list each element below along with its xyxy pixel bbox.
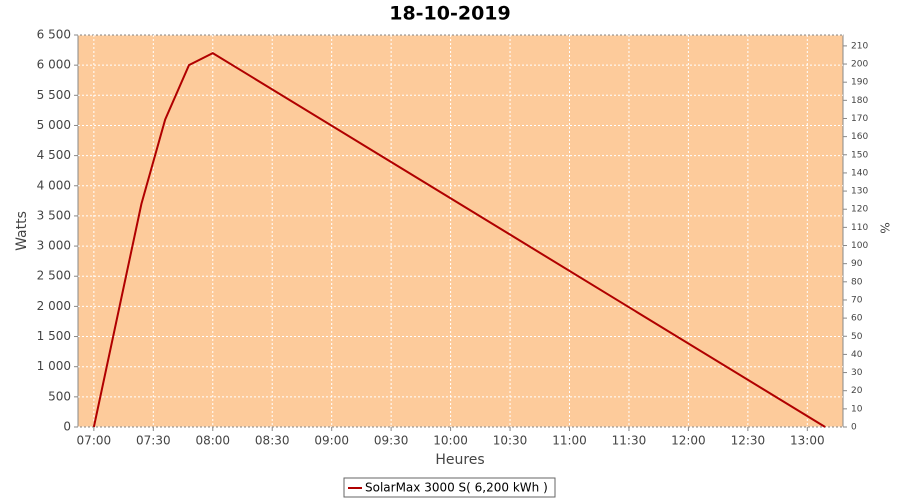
x-tick-label: 08:00 <box>195 434 230 448</box>
x-tick-label: 10:00 <box>433 434 468 448</box>
x-tick-label: 12:00 <box>671 434 706 448</box>
legend <box>343 477 556 498</box>
chart-title: 18-10-2019 <box>389 3 511 25</box>
y-tick-label: 3 500 <box>37 208 71 222</box>
y2-tick-label: 90 <box>851 259 863 269</box>
y2-tick-label: 80 <box>851 277 863 287</box>
y2-tick-label: 100 <box>851 241 868 251</box>
y-tick-label: 4 000 <box>37 178 71 192</box>
y-tick-label: 1 000 <box>37 359 71 373</box>
y-tick-label: 6 000 <box>37 58 71 72</box>
x-tick-label: 07:30 <box>136 434 171 448</box>
series-line <box>92 51 826 428</box>
y2-tick-label: 150 <box>851 150 868 160</box>
y2-tick-label: 60 <box>851 314 863 324</box>
y-axis-label: Watts <box>14 211 30 251</box>
x-tick-label: 10:30 <box>493 434 528 448</box>
x-axis-label: Heures <box>435 452 484 468</box>
y2-tick-label: 20 <box>851 386 863 396</box>
y-tick-label: 5 500 <box>37 88 71 102</box>
y-tick-label: 6 500 <box>37 28 71 42</box>
x-tick-label: 07:00 <box>77 434 112 448</box>
x-tick-label: 13:00 <box>790 434 825 448</box>
y-tick-label: 3 000 <box>37 239 71 253</box>
y2-tick-label: 210 <box>851 41 868 51</box>
x-tick-label: 11:30 <box>612 434 647 448</box>
y2-tick-label: 0 <box>851 423 857 433</box>
x-tick-label: 08:30 <box>255 434 290 448</box>
y2-tick-label: 140 <box>851 168 868 178</box>
y2-tick-label: 160 <box>851 132 868 142</box>
y2-tick-label: 50 <box>851 332 863 342</box>
y-tick-label: 5 000 <box>37 118 71 132</box>
y-tick-label: 500 <box>48 389 71 403</box>
y2-tick-label: 70 <box>851 295 863 305</box>
y2-axis-label: % <box>878 222 892 233</box>
y2-tick-label: 170 <box>851 114 868 124</box>
y2-tick-label: 120 <box>851 205 868 215</box>
y2-tick-label: 180 <box>851 96 868 106</box>
x-tick-label: 12:30 <box>731 434 766 448</box>
y2-tick-label: 40 <box>851 350 863 360</box>
y2-tick-label: 200 <box>851 60 868 70</box>
x-tick-label: 09:00 <box>314 434 349 448</box>
y2-tick-label: 30 <box>851 368 863 378</box>
y-tick-label: 4 500 <box>37 148 71 162</box>
y-tick-label: 1 500 <box>37 329 71 343</box>
y-tick-label: 2 000 <box>37 299 71 313</box>
legend-label: SolarMax 3000 S( 6,200 kWh ) <box>365 481 548 495</box>
x-tick-label: 09:30 <box>374 434 409 448</box>
y2-tick-label: 130 <box>851 187 868 197</box>
y2-tick-label: 190 <box>851 78 868 88</box>
y-tick-label: 0 <box>63 420 71 434</box>
x-tick-label: 11:00 <box>552 434 587 448</box>
y-tick-label: 2 500 <box>37 269 71 283</box>
plot-area <box>77 34 844 428</box>
y2-tick-label: 110 <box>851 223 868 233</box>
y2-tick-label: 10 <box>851 404 863 414</box>
